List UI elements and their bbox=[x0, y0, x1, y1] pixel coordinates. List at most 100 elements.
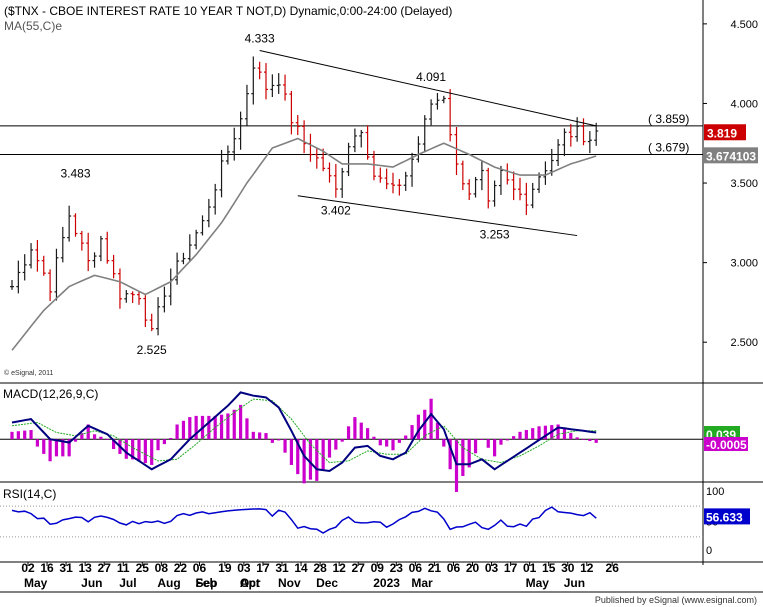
macd-histogram-bar bbox=[258, 432, 262, 440]
macd-histogram-bar bbox=[391, 439, 395, 451]
x-tick-label: 25 bbox=[136, 561, 150, 575]
macd-histogram-bar bbox=[410, 425, 414, 440]
month-label: Mar bbox=[411, 576, 433, 590]
month-label: Jun bbox=[81, 576, 102, 590]
macd-histogram-bar bbox=[454, 439, 459, 492]
macd-histogram-bar bbox=[105, 439, 109, 440]
macd-histogram-bar bbox=[188, 417, 192, 440]
month-label: Nov bbox=[278, 576, 301, 590]
macd-histogram-bar bbox=[556, 424, 560, 440]
month-label: May bbox=[24, 576, 48, 590]
macd-histogram-bar bbox=[181, 420, 186, 440]
macd-histogram-bar bbox=[112, 439, 116, 450]
macd-histogram-bar bbox=[404, 435, 408, 440]
macd-histogram-bar bbox=[524, 429, 528, 440]
x-tick-label: 13 bbox=[78, 561, 92, 575]
macd-histogram-bar bbox=[137, 439, 141, 462]
macd-histogram-bar bbox=[194, 415, 198, 440]
macd-histogram-bar bbox=[80, 433, 84, 440]
last-price-badge bbox=[704, 124, 746, 141]
x-axis: 02 16 31 13 27 11 25 08 22 06 19 03 17 31 14 28 12 27 09 23… bbox=[0, 561, 763, 593]
macd-histogram-bar bbox=[581, 439, 586, 440]
x-tick-label: 06 bbox=[409, 561, 423, 575]
macd-histogram-bar bbox=[99, 436, 103, 440]
macd-histogram-bar bbox=[251, 431, 255, 440]
x-tick-label: 03 bbox=[485, 561, 499, 575]
macd-histogram-bar bbox=[416, 414, 420, 440]
pivot-annotation: 2.525 bbox=[137, 343, 167, 357]
rsi-panel: 100500RSI(14,C)56.633 bbox=[0, 486, 763, 563]
x-tick-label: 03 bbox=[237, 561, 251, 575]
macd-histogram-bar bbox=[340, 439, 344, 442]
macd-histogram-bar bbox=[334, 439, 338, 450]
macd-signal-line bbox=[11, 398, 597, 464]
macd-histogram-bar bbox=[499, 439, 503, 445]
month-label: Feb bbox=[195, 576, 216, 590]
macd-histogram-bar bbox=[461, 439, 465, 476]
x-tick-label: 06 bbox=[447, 561, 461, 575]
level-label: ( 3.679) bbox=[648, 141, 689, 155]
y-tick-label: 3.500 bbox=[730, 178, 758, 190]
macd-histogram-bar bbox=[245, 418, 249, 440]
x-tick-label: 22 bbox=[174, 561, 188, 575]
macd-histogram-bar bbox=[35, 439, 39, 447]
macd-histogram-bar bbox=[10, 431, 14, 440]
macd-hist-value: -0.0005 bbox=[706, 438, 747, 452]
macd-histogram-bar bbox=[239, 404, 243, 440]
macd-histogram-bar bbox=[569, 433, 573, 440]
month-label: Aug bbox=[157, 576, 180, 590]
macd-histogram-bar bbox=[321, 439, 325, 470]
x-tick-label: 21 bbox=[428, 561, 442, 575]
pivot-annotation: 3.402 bbox=[321, 204, 351, 218]
macd-histogram-bar bbox=[448, 439, 452, 470]
macd-histogram-bar bbox=[92, 434, 97, 440]
macd-histogram-bar bbox=[54, 439, 59, 457]
x-tick-label: 09 bbox=[371, 561, 385, 575]
rsi-tick-label: 100 bbox=[706, 486, 724, 498]
macd-histogram-bar bbox=[61, 439, 65, 457]
chart-labels: ($TNX - CBOE INTEREST RATE 10 YEAR T NOT… bbox=[4, 4, 757, 605]
macd-histogram-bar bbox=[143, 439, 147, 464]
last-price-value: 3.819 bbox=[707, 126, 737, 140]
rsi-value: 56.633 bbox=[706, 510, 743, 524]
macd-legend: MACD(12,26,9,C) bbox=[3, 387, 98, 401]
pivot-annotation: 4.333 bbox=[245, 31, 275, 45]
ma-line bbox=[11, 137, 597, 351]
macd-histogram-bar bbox=[289, 439, 293, 465]
macd-histogram-bar bbox=[378, 439, 382, 446]
x-tick-label: 16 bbox=[40, 561, 54, 575]
month-label: Sep bbox=[195, 576, 217, 590]
macd-histogram-bar bbox=[169, 437, 173, 440]
macd-histogram-bar bbox=[467, 439, 471, 468]
macd-histogram-bar bbox=[264, 433, 268, 440]
x-tick-label: 11 bbox=[117, 561, 130, 575]
macd-histogram-bar bbox=[232, 409, 236, 440]
macd-histogram-bar bbox=[518, 431, 522, 440]
y-tick-label: 4.500 bbox=[730, 19, 758, 31]
macd-histogram-bar bbox=[493, 439, 497, 457]
month-label: May bbox=[526, 576, 550, 590]
x-tick-label: 08 bbox=[155, 561, 169, 575]
rsi-tick-label: 0 bbox=[706, 545, 712, 557]
pivot-annotation: 4.091 bbox=[416, 70, 446, 84]
macd-histogram-bar bbox=[156, 439, 160, 451]
rsi-legend: RSI(14,C) bbox=[3, 487, 56, 501]
macd-histogram-bar bbox=[16, 431, 20, 440]
macd-histogram-bar bbox=[48, 439, 52, 462]
macd-histogram-bar bbox=[23, 430, 27, 440]
month-label: Oct bbox=[240, 576, 260, 590]
watermark: © eSignal, 2011 bbox=[4, 369, 54, 377]
ma-value: 3.674103 bbox=[706, 149, 756, 163]
macd-histogram-bar bbox=[575, 437, 579, 440]
macd-histogram-bar bbox=[359, 422, 363, 440]
macd-histogram-bar bbox=[486, 439, 490, 448]
macd-histogram-bar bbox=[512, 436, 516, 440]
x-tick-label: 27 bbox=[352, 561, 366, 575]
macd-histogram-bar bbox=[473, 439, 478, 454]
macd-histogram-bar bbox=[150, 439, 154, 465]
macd-histogram-bar bbox=[543, 425, 547, 440]
x-tick-label: 31 bbox=[59, 561, 73, 575]
y-tick-label: 2.500 bbox=[730, 337, 758, 349]
x-tick-label: 15 bbox=[542, 561, 556, 575]
